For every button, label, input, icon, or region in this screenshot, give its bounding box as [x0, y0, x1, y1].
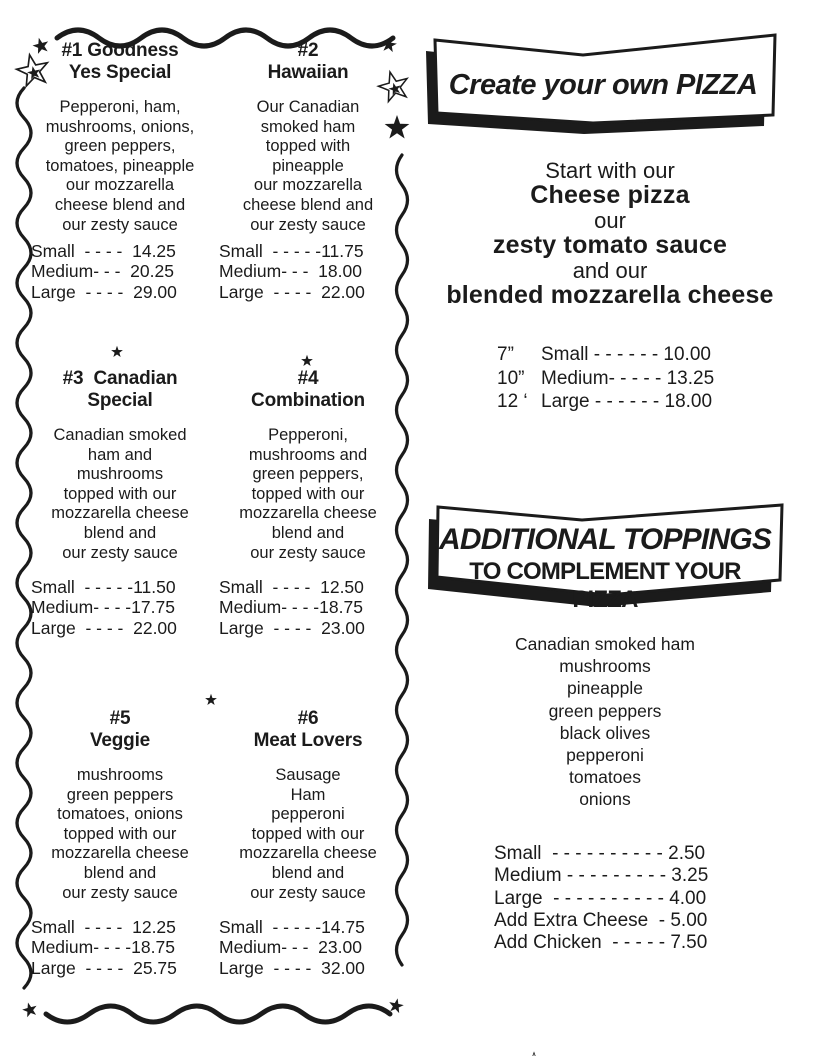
menu-item-prices: Small - - - - 12.50 Medium- - - -18.75 L… — [219, 577, 365, 638]
menu-item-description: Sausage Ham pepperoni topped with our mo… — [239, 766, 377, 902]
menu-item-description: Our Canadian smoked ham topped with pine… — [242, 98, 374, 234]
menu-item-description: Pepperoni, mushrooms and green peppers, … — [239, 426, 377, 562]
price-row: 12 ‘ Large - - - - - - 18.00 — [497, 390, 714, 414]
price-row: 10” Medium- - - - - 13.25 — [497, 367, 714, 391]
menu-item-5-veggie: #5 Veggie mushrooms green peppers tomato… — [29, 708, 211, 978]
pizza-size-inches: 10” — [497, 367, 525, 389]
menu-item-prices: Small - - - - -11.75 Medium- - - 18.00 L… — [219, 241, 365, 302]
menu-item-prices: Small - - - - 12.25 Medium- - - -18.75 L… — [31, 917, 177, 978]
menu-item-prices: Small - - - - 14.25 Medium- - - 20.25 La… — [31, 241, 177, 302]
price-line: Large - - - - - - 18.00 — [541, 391, 713, 412]
menu-item-title: #1 Goodness Yes Special — [61, 40, 179, 83]
pizza-size-inches: 12 ‘ — [497, 391, 528, 412]
menu-item-4-combination: #4 Combination Pepperoni, mushrooms and … — [217, 368, 399, 638]
menu-item-6-meat-lovers: #6 Meat Lovers Sausage Ham pepperoni top… — [217, 708, 399, 978]
star-icon — [301, 354, 313, 367]
intro-line-cheese-pizza: Cheese pizza — [530, 181, 690, 209]
star-icon — [20, 1000, 39, 1019]
wavy-border-bottom — [43, 1003, 393, 1025]
menu-item-description: mushrooms green peppers tomatoes, onions… — [51, 766, 189, 902]
pizza-size-inches: 7” — [497, 344, 514, 365]
intro-line: Start with our — [545, 158, 675, 183]
cheese-pizza-price-list: 7” Small - - - - - - 10.00 10” Medium- -… — [497, 343, 714, 414]
additional-toppings-banner-subtitle: TO COMPLEMENT YOUR PIZZA — [469, 558, 741, 613]
menu-item-prices: Small - - - - -11.50 Medium- - - -17.75 … — [31, 577, 177, 638]
create-your-own-pizza-banner-title: Create your own PIZZA — [448, 69, 758, 101]
star-icon — [111, 345, 123, 358]
toppings-price-list: Small - - - - - - - - - - 2.50 Medium - … — [494, 843, 709, 954]
outline-star-icon — [528, 1052, 540, 1056]
menu-item-prices: Small - - - - -14.75 Medium- - - 23.00 L… — [219, 917, 365, 978]
menu-item-1-goodness-yes-special: #1 Goodness Yes Special Pepperoni, ham, … — [29, 40, 211, 302]
intro-line: our — [594, 208, 626, 233]
menu-item-2-hawaiian: #2 Hawaiian Our Canadian smoked ham topp… — [217, 40, 399, 302]
menu-item-title: #2 Hawaiian — [267, 40, 349, 83]
menu-item-title: #6 Meat Lovers — [253, 708, 363, 751]
intro-line: and our — [572, 258, 648, 283]
price-line: Small - - - - - - 10.00 — [541, 344, 711, 365]
price-line: Medium- - - - - 13.25 — [541, 367, 715, 389]
menu-item-title: #5 Veggie — [89, 708, 151, 751]
menu-item-3-canadian-special: #3 Canadian Special Canadian smoked ham … — [29, 368, 211, 638]
menu-item-title: #3 Canadian Special — [62, 368, 178, 411]
star-icon — [387, 996, 405, 1014]
menu-item-description: Canadian smoked ham and mushrooms topped… — [51, 426, 189, 562]
create-pizza-intro: Start with our Cheese pizza our zesty to… — [428, 158, 792, 308]
toppings-list: Canadian smoked ham mushrooms pineapple … — [515, 634, 695, 810]
menu-item-description: Pepperoni, ham, mushrooms, onions, green… — [45, 98, 195, 234]
intro-line-blended-mozzarella-cheese: blended mozzarella cheese — [446, 281, 774, 309]
intro-line-zesty-tomato-sauce: zesty tomato sauce — [492, 231, 728, 259]
star-icon — [205, 693, 217, 706]
additional-toppings-banner-title: ADDITIONAL TOPPINGS — [438, 523, 772, 556]
menu-item-title: #4 Combination — [251, 368, 365, 411]
price-row: 7” Small - - - - - - 10.00 — [497, 343, 714, 367]
